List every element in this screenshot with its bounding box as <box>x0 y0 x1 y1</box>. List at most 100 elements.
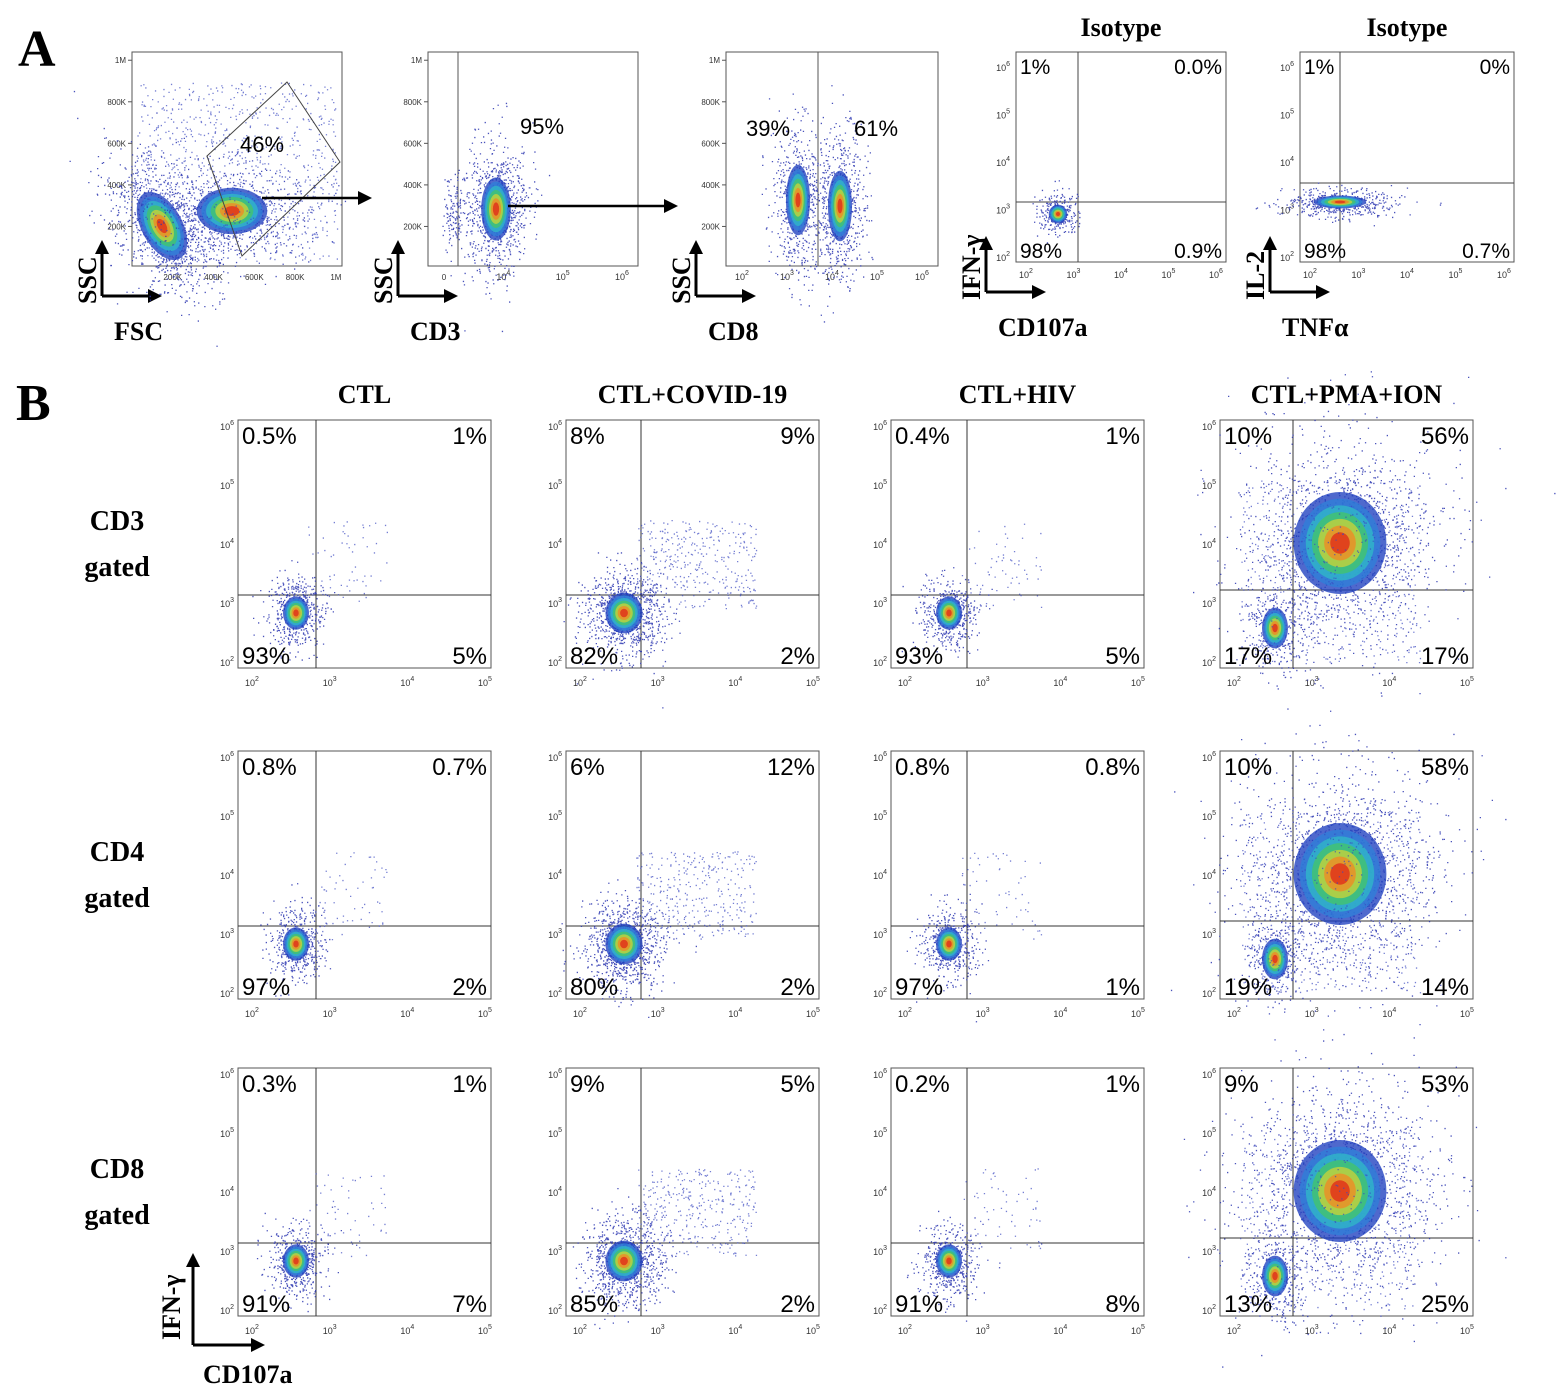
y-tick-label: 1M <box>115 56 126 65</box>
x-tick-label: 105 <box>478 1324 492 1336</box>
y-arrow-head <box>391 240 405 254</box>
y-tick-label: 106 <box>996 61 1010 73</box>
grid-plot-r2-c4: 102 103 104 105 106 102 103 104 105 10% 58% 19% 14% <box>1170 708 1507 1073</box>
quadrant-ul: 6% <box>570 754 605 781</box>
column-title-3: CTL+HIV <box>959 380 1077 409</box>
x-tick-label: 103 <box>1305 1324 1319 1336</box>
quadrant-ul: 0.4% <box>895 423 950 450</box>
x-tick-label: 105 <box>870 270 884 282</box>
y-arrow-head <box>186 1253 200 1267</box>
quadrant-ur: 53% <box>1421 1071 1469 1098</box>
x-tick-label: 0 <box>442 273 447 282</box>
grid-plot-r1-c1: 102 103 104 105 106 102 103 104 105 0.5% 1% 93% 5% <box>220 419 492 688</box>
x-tick-label: 105 <box>806 676 820 688</box>
quadrant-lr: 8% <box>1105 1291 1140 1318</box>
y-tick-label: 102 <box>548 987 562 999</box>
y-tick-label: 102 <box>996 251 1010 263</box>
x-tick-label: 105 <box>556 270 570 282</box>
x-axis-label: TNFα <box>1282 313 1349 342</box>
density-contour <box>1056 212 1060 216</box>
quadrant-ll: 17% <box>1224 643 1272 670</box>
row-label-line-2: gated <box>84 883 150 914</box>
quadrant-lr: 5% <box>1105 643 1140 670</box>
x-tick-label: 102 <box>1019 268 1033 280</box>
y-tick-label: 102 <box>220 656 234 668</box>
isotype-title: Isotype <box>1367 13 1448 42</box>
y-tick-label: 400K <box>701 181 720 190</box>
y-tick-label: 104 <box>220 1186 234 1198</box>
x-arrow-head <box>1316 285 1330 299</box>
y-tick-label: 102 <box>1202 987 1216 999</box>
y-tick-label: 104 <box>873 538 887 550</box>
y-tick-label: 106 <box>548 751 562 763</box>
y-tick-label: 106 <box>220 420 234 432</box>
x-tick-label: 104 <box>1382 1324 1396 1336</box>
y-tick-label: 103 <box>220 597 234 609</box>
quadrant-ur: 5% <box>780 1071 815 1098</box>
quadrant-ll: 97% <box>895 974 943 1001</box>
quadrant-lr: 5% <box>452 643 487 670</box>
density-contour <box>492 202 500 216</box>
quadrant-ll: 19% <box>1224 974 1272 1001</box>
y-tick-label: 106 <box>1202 420 1216 432</box>
y-tick-label: 104 <box>548 538 562 550</box>
quadrant-ur: 0.8% <box>1085 754 1140 781</box>
x-tick-label: 103 <box>1352 268 1366 280</box>
x-tick-label: 102 <box>245 676 259 688</box>
y-tick-label: 106 <box>220 751 234 763</box>
gate-polygon <box>206 81 341 257</box>
plot-frame <box>237 1067 492 1317</box>
y-axis-label: IL-2 <box>1241 251 1270 300</box>
x-tick-label: 105 <box>1162 268 1176 280</box>
grid-axis-legend: CD107a IFN-γ <box>157 1253 293 1389</box>
quadrant-lr: 1% <box>1105 974 1140 1001</box>
x-tick-label: 104 <box>1053 676 1067 688</box>
y-tick-label: 102 <box>220 1304 234 1316</box>
y-axis-label: SSC <box>369 256 398 304</box>
quadrant-ll: 97% <box>242 974 290 1001</box>
sparse-events <box>308 521 388 606</box>
y-tick-label: 102 <box>873 1304 887 1316</box>
quadrant-ul: 8% <box>570 423 605 450</box>
y-tick-label: 800K <box>107 98 126 107</box>
x-tick-label: 104 <box>728 1324 742 1336</box>
event-cloud <box>901 567 993 658</box>
y-tick-label: 105 <box>548 1127 562 1139</box>
x-tick-label: 103 <box>1305 676 1319 688</box>
x-tick-label: 104 <box>400 1007 414 1019</box>
y-tick-label: 200K <box>701 222 720 231</box>
plot-frame <box>565 419 820 669</box>
plot-frame <box>890 750 1145 1000</box>
x-tick-label: 103 <box>323 1324 337 1336</box>
y-axis-label: SSC <box>73 256 102 304</box>
y-arrow-head <box>95 240 109 254</box>
event-cloud <box>561 879 697 1018</box>
x-tick-label: 103 <box>323 1007 337 1019</box>
x-tick-label: 105 <box>1449 268 1463 280</box>
y-tick-label: 104 <box>548 869 562 881</box>
density-contour <box>795 192 801 208</box>
x-tick-label: 104 <box>1400 268 1414 280</box>
y-tick-label: 106 <box>548 420 562 432</box>
y-tick-label: 104 <box>548 1186 562 1198</box>
x-tick-label: 102 <box>245 1324 259 1336</box>
plot-frame <box>565 1067 820 1317</box>
event-dots <box>906 893 990 1023</box>
x-tick-label: 105 <box>478 1007 492 1019</box>
event-dots <box>252 560 336 661</box>
quadrant-ll: 93% <box>242 643 290 670</box>
y-axis-label: SSC <box>667 256 696 304</box>
quadrant-lr: 25% <box>1421 1291 1469 1318</box>
y-tick-label: 1M <box>411 56 422 65</box>
quadrant-lr: 7% <box>452 1291 487 1318</box>
plot-frame <box>1219 419 1474 669</box>
x-tick-label: 1M <box>330 273 341 282</box>
x-tick-label: 105 <box>1460 1324 1474 1336</box>
quadrant-lr: 17% <box>1421 643 1469 670</box>
gate-percentage: 95% <box>520 114 564 139</box>
density-contour <box>224 206 240 216</box>
plot-frame <box>1299 51 1515 263</box>
x-tick-label: 104 <box>400 1324 414 1336</box>
y-tick-label: 106 <box>1280 61 1294 73</box>
panel-a-plot-2: 200K400K600K800K1M0104105106CD3SSC95% <box>369 51 639 346</box>
